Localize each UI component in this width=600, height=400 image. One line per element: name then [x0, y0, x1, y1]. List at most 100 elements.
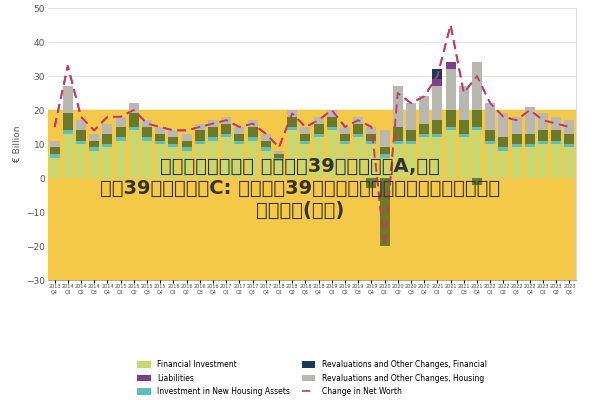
Legend: Financial Investment, Liabilities, Investment in New Housing Assets, Revaluation: Financial Investment, Liabilities, Inves…: [137, 360, 487, 396]
Bar: [393, 144, 403, 178]
Bar: [182, 141, 191, 148]
Bar: [446, 110, 455, 127]
Bar: [499, 151, 508, 178]
Bar: [261, 148, 271, 151]
Bar: [353, 124, 363, 134]
Bar: [89, 134, 99, 141]
Bar: [446, 130, 455, 178]
Bar: [353, 137, 363, 178]
Bar: [103, 124, 112, 134]
Bar: [142, 141, 152, 178]
Bar: [485, 130, 495, 141]
Bar: [221, 117, 231, 124]
Bar: [287, 130, 297, 178]
Bar: [116, 127, 125, 137]
Bar: [393, 141, 403, 144]
Bar: [512, 148, 521, 178]
Bar: [433, 120, 442, 134]
Bar: [485, 130, 495, 141]
Bar: [472, 127, 482, 130]
Bar: [287, 127, 297, 130]
Bar: [472, 178, 482, 185]
Bar: [340, 134, 350, 141]
Bar: [393, 127, 403, 141]
Bar: [129, 127, 139, 130]
Bar: [235, 127, 244, 134]
Bar: [353, 117, 363, 124]
Bar: [340, 141, 350, 144]
Bar: [419, 137, 429, 178]
Bar: [485, 141, 495, 144]
Bar: [538, 141, 548, 144]
Bar: [248, 137, 257, 141]
Bar: [525, 148, 535, 178]
Bar: [551, 141, 561, 144]
Bar: [50, 154, 59, 158]
Bar: [446, 69, 455, 110]
Bar: [63, 134, 73, 178]
Bar: [367, 127, 376, 134]
Bar: [182, 151, 191, 178]
Bar: [195, 124, 205, 130]
Bar: [287, 130, 297, 178]
Bar: [235, 144, 244, 178]
Bar: [169, 144, 178, 148]
Bar: [248, 127, 257, 137]
Bar: [525, 134, 535, 144]
Bar: [472, 110, 482, 127]
Bar: [63, 130, 73, 134]
Bar: [551, 141, 561, 144]
Bar: [208, 137, 218, 141]
Bar: [433, 86, 442, 120]
Bar: [50, 147, 59, 154]
Bar: [314, 117, 323, 124]
Bar: [195, 141, 205, 144]
Bar: [380, 158, 389, 178]
Bar: [155, 141, 165, 144]
Bar: [235, 134, 244, 141]
Bar: [406, 103, 416, 130]
Bar: [182, 148, 191, 151]
Bar: [169, 148, 178, 178]
Bar: [340, 127, 350, 134]
Bar: [50, 158, 59, 178]
Bar: [419, 124, 429, 134]
Bar: [76, 144, 86, 178]
Bar: [419, 96, 429, 124]
Bar: [485, 103, 495, 130]
Bar: [63, 114, 73, 130]
Bar: [169, 137, 178, 144]
Bar: [406, 141, 416, 144]
Bar: [565, 120, 574, 134]
Bar: [182, 141, 191, 148]
Bar: [459, 137, 469, 178]
Bar: [327, 110, 337, 117]
Bar: [459, 86, 469, 120]
Bar: [353, 117, 363, 124]
Bar: [380, 154, 389, 158]
Bar: [380, 178, 389, 246]
Bar: [380, 154, 389, 158]
Bar: [433, 137, 442, 178]
Bar: [103, 144, 112, 148]
Bar: [248, 141, 257, 178]
Bar: [274, 154, 284, 158]
Bar: [459, 120, 469, 134]
Bar: [235, 141, 244, 144]
Bar: [142, 137, 152, 141]
Bar: [367, 144, 376, 178]
Bar: [155, 144, 165, 178]
Bar: [419, 134, 429, 137]
Bar: [565, 134, 574, 144]
Bar: [89, 148, 99, 151]
Bar: [287, 110, 297, 117]
Bar: [340, 134, 350, 141]
Bar: [499, 114, 508, 137]
Bar: [301, 127, 310, 134]
Bar: [129, 127, 139, 130]
Bar: [314, 117, 323, 124]
Bar: [512, 144, 521, 148]
Bar: [248, 127, 257, 137]
Bar: [380, 130, 389, 148]
Bar: [261, 151, 271, 178]
